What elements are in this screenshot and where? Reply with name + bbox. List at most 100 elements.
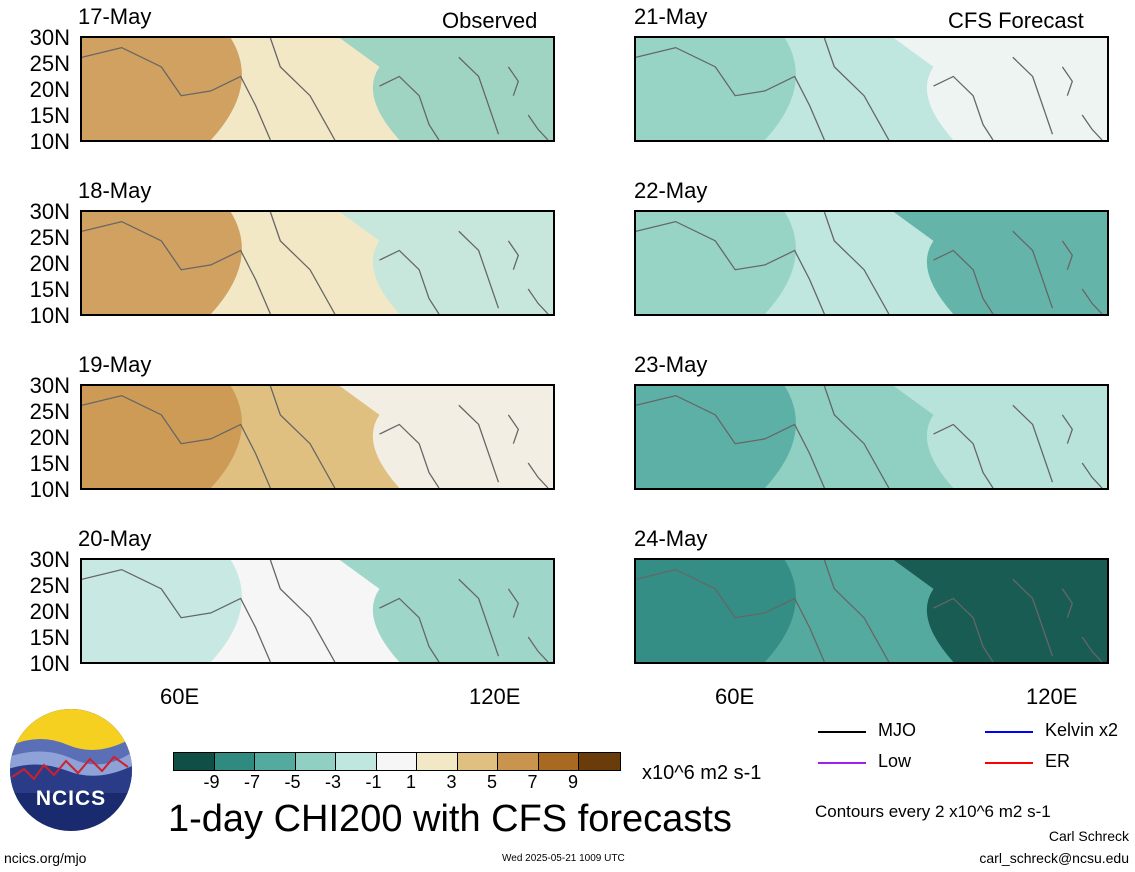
colorbar-tick: 9 — [568, 772, 579, 792]
legend-label: MJO — [878, 720, 916, 740]
coastline — [823, 386, 890, 488]
legend-line-kelvin — [985, 731, 1033, 733]
lat-label: 20N — [29, 251, 70, 276]
colorbar-swatch — [579, 753, 620, 770]
map-fill — [82, 212, 553, 314]
panel-date: 24-May — [634, 526, 708, 551]
lat-label: 10N — [29, 651, 70, 676]
lat-label: 25N — [29, 573, 70, 598]
colorbar-tick: 7 — [527, 772, 538, 792]
colorbar-tick: -3 — [325, 772, 342, 792]
figure-title: 1-day CHI200 with CFS forecasts — [168, 798, 732, 840]
field-region — [82, 38, 242, 140]
coastline — [379, 578, 500, 662]
logo-text: NCICS — [35, 787, 107, 810]
coastline — [269, 386, 336, 488]
field-region — [636, 212, 796, 314]
coastline — [1061, 414, 1103, 488]
map-panel — [634, 210, 1109, 316]
colorbar-swatch — [417, 753, 458, 770]
lat-label: 15N — [29, 625, 70, 650]
field-region — [82, 386, 242, 488]
coastline — [269, 560, 336, 662]
map-fill — [82, 38, 553, 140]
site-link[interactable]: ncics.org/mjo — [4, 850, 87, 866]
coastline — [1061, 66, 1103, 140]
legend-line-er — [985, 762, 1033, 764]
coastline — [636, 568, 825, 662]
logo-icon — [10, 709, 132, 831]
coastline — [269, 212, 336, 314]
field-region — [893, 560, 1107, 662]
lon-label: 60E — [160, 684, 200, 709]
colorbar-swatch — [457, 753, 498, 770]
panel-date: 20-May — [78, 526, 152, 551]
lat-label: 25N — [29, 399, 70, 424]
coastline — [379, 56, 500, 140]
coastline — [507, 240, 549, 314]
field-region — [339, 38, 553, 140]
coastline — [1061, 240, 1103, 314]
lat-label: 10N — [29, 303, 70, 328]
coastline — [1061, 588, 1103, 662]
coastline — [636, 220, 825, 314]
author-email[interactable]: carl_schreck@ncsu.edu — [979, 850, 1129, 866]
lat-label: 20N — [29, 77, 70, 102]
lat-label: 15N — [29, 451, 70, 476]
field-region — [893, 38, 1107, 140]
colorbar-swatch — [498, 753, 539, 770]
colorbar-tick: 5 — [487, 772, 498, 792]
coastline — [379, 230, 500, 314]
field-region — [82, 212, 242, 314]
map-fill — [82, 386, 553, 488]
coastline — [269, 38, 336, 140]
colorbar-swatch — [538, 753, 579, 770]
coastline — [823, 560, 890, 662]
legend-label: Low — [878, 751, 912, 771]
coastline — [823, 212, 890, 314]
map-panel — [80, 210, 555, 316]
panel-label-observed: Observed — [442, 8, 538, 33]
panel-date: 19-May — [78, 352, 152, 377]
map-fill — [636, 560, 1107, 662]
colorbar-tick: 1 — [406, 772, 417, 792]
lat-label: 30N — [29, 25, 70, 50]
lat-label: 15N — [29, 103, 70, 128]
lon-label: 60E — [715, 684, 755, 709]
map-panel — [634, 36, 1109, 142]
coastline — [507, 414, 549, 488]
field-region — [339, 386, 553, 488]
panel-date: 18-May — [78, 178, 152, 203]
colorbar — [173, 752, 621, 771]
lat-label: 20N — [29, 599, 70, 624]
lon-label: 120E — [469, 684, 521, 709]
map-panel — [80, 36, 555, 142]
lat-label: 10N — [29, 129, 70, 154]
lat-label: 10N — [29, 477, 70, 502]
colorbar-swatch — [174, 753, 215, 770]
colorbar-tick: -5 — [284, 772, 301, 792]
legend-label: ER — [1045, 751, 1071, 771]
colorbar-tick: -9 — [203, 772, 220, 792]
colorbar-swatch — [376, 753, 417, 770]
coastline — [636, 46, 825, 140]
colorbar-units: x10^6 m2 s-1 — [642, 762, 762, 784]
colorbar-swatch — [295, 753, 336, 770]
legend-line-mjo — [818, 731, 866, 733]
map-panel — [634, 384, 1109, 490]
map-fill — [636, 212, 1107, 314]
map-panel — [80, 384, 555, 490]
lat-label: 15N — [29, 277, 70, 302]
coastline — [823, 38, 890, 140]
coastline — [933, 578, 1054, 662]
colorbar-tick: 3 — [446, 772, 457, 792]
lat-label: 25N — [29, 51, 70, 76]
panel-date: 17-May — [78, 4, 152, 29]
colorbar-swatch — [214, 753, 255, 770]
map-fill — [636, 38, 1107, 140]
colorbar-swatch — [336, 753, 377, 770]
lat-label: 25N — [29, 225, 70, 250]
coastline — [933, 404, 1054, 488]
map-fill — [636, 386, 1107, 488]
coastline — [82, 220, 271, 314]
